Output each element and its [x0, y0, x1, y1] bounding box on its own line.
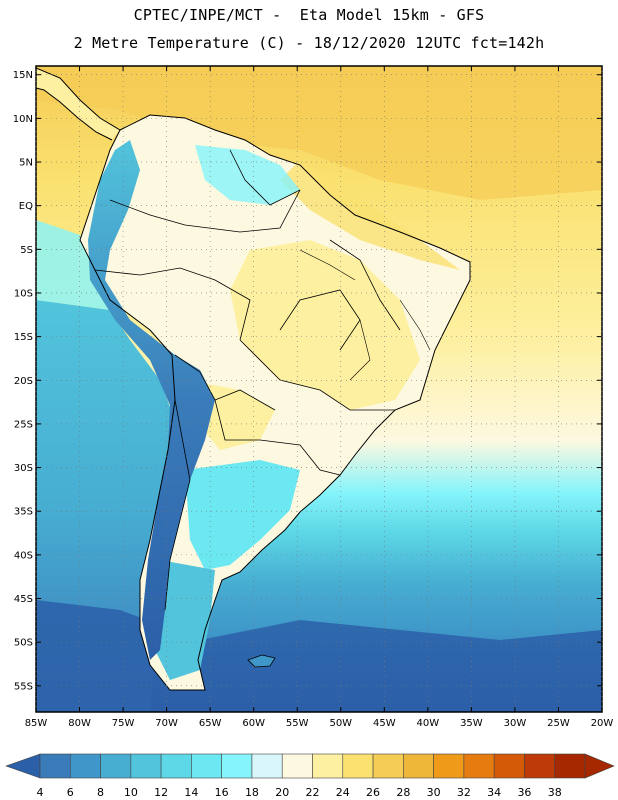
colorbar-swatch — [463, 753, 495, 779]
southern-cone-zone — [185, 460, 300, 570]
lon-tick-label: 50W — [329, 718, 352, 729]
lat-tick-label: 10S — [14, 288, 33, 299]
colorbar-label: 6 — [67, 786, 74, 799]
lat-tick-label: 50S — [14, 638, 33, 649]
lat-tick-label: 25S — [14, 419, 33, 430]
colorbar-swatch — [493, 753, 525, 779]
colorbar-label: 14 — [184, 786, 198, 799]
lon-tick-label: 35W — [460, 718, 483, 729]
south-america-land — [80, 115, 470, 690]
lon-tick-label: 65W — [199, 718, 222, 729]
central-america-land — [36, 68, 120, 140]
colorbar — [5, 753, 615, 779]
lon-tick-label: 85W — [25, 718, 48, 729]
map-title-line1: CPTEC/INPE/MCT - Eta Model 15km - GFS — [133, 6, 485, 24]
colorbar-swatch — [554, 753, 586, 779]
colorbar-label: 30 — [427, 786, 441, 799]
lat-tick-label: 5S — [20, 245, 33, 256]
colorbar-swatch — [403, 753, 434, 779]
pacific-mild-zone — [36, 220, 110, 310]
colorbar-labels: 4 6 8 10 12 14 16 18 20 22 24 26 28 30 32 34 36 38 — [37, 786, 562, 799]
map-title-line2: 2 Metre Temperature (C) - 18/12/2020 12U… — [73, 34, 545, 52]
coastline — [79, 114, 471, 691]
colorbar-swatch — [524, 753, 556, 779]
colorbar-label: 16 — [215, 786, 229, 799]
colorbar-under-arrow — [5, 753, 41, 779]
colorbar-over-arrow — [584, 753, 615, 779]
colorbar-label: 28 — [396, 786, 410, 799]
lat-tick-label: 55S — [14, 681, 33, 692]
colorbar-label: 34 — [487, 786, 501, 799]
tropical-warm-zone — [36, 66, 602, 200]
colorbar-swatch — [281, 753, 313, 779]
colorbar-label: 4 — [37, 786, 44, 799]
lat-tick-label: 5N — [19, 158, 33, 169]
colorbar-label: 22 — [306, 786, 320, 799]
colorbar-label: 26 — [366, 786, 380, 799]
country-borders — [94, 149, 401, 611]
colorbar-swatch — [372, 753, 404, 779]
colorbar-swatch — [433, 753, 465, 779]
lon-tick-label: 30W — [504, 718, 527, 729]
colorbar-swatch — [130, 753, 162, 779]
lat-tick-label: EQ — [19, 201, 33, 212]
colorbar-label: 24 — [336, 786, 350, 799]
colorbar-label: 8 — [97, 786, 104, 799]
colorbar-label: 12 — [154, 786, 168, 799]
lat-tick-label: 15N — [13, 70, 33, 81]
colorbar-swatch — [39, 753, 71, 779]
lat-tick-label: 40S — [14, 550, 33, 561]
lat-tick-label: 20S — [14, 376, 33, 387]
state-borders — [299, 249, 431, 381]
colorbar-swatch — [69, 753, 101, 779]
lat-tick-label: 45S — [14, 594, 33, 605]
lon-tick-label: 80W — [68, 718, 91, 729]
andes-cold-strip — [88, 140, 215, 660]
graticule — [35, 66, 603, 712]
lon-tick-label: 55W — [286, 718, 309, 729]
lat-tick-label: 35S — [14, 507, 33, 518]
latitude-axis: 15N 10N 5N EQ 5S 10S 15S 20S 25S 30S 35S 40S 45S 50S 5… — [13, 70, 33, 692]
lat-tick-label: 10N — [13, 114, 33, 125]
lon-tick-label: 70W — [155, 718, 178, 729]
longitude-axis: 85W 80W 75W 70W 65W 60W 55W 50W 45W 40W 35W 30W 25W 2… — [25, 718, 614, 729]
colorbar-label: 32 — [457, 786, 471, 799]
colorbar-swatch — [221, 753, 253, 779]
colorbar-label: 18 — [245, 786, 259, 799]
northeast-warm-zone — [280, 160, 460, 270]
colorbar-swatch — [100, 753, 132, 779]
colorbar-label: 38 — [548, 786, 562, 799]
lon-tick-label: 60W — [242, 718, 265, 729]
colorbar-label: 36 — [517, 786, 531, 799]
colorbar-label: 10 — [124, 786, 138, 799]
map-frame — [35, 65, 603, 713]
colorbar-swatch — [160, 753, 192, 779]
colorbar-swatch — [251, 753, 283, 779]
lon-tick-label: 75W — [112, 718, 135, 729]
colorbar-swatch — [312, 753, 344, 779]
colorbar-swatch — [342, 753, 374, 779]
colorbar-label: 20 — [275, 786, 289, 799]
lon-tick-label: 20W — [591, 718, 614, 729]
lat-tick-label: 30S — [14, 463, 33, 474]
lon-tick-label: 25W — [547, 718, 570, 729]
map-field — [36, 66, 602, 712]
guiana-cool-zone — [195, 145, 300, 205]
lon-tick-label: 45W — [373, 718, 396, 729]
interior-warm-zone — [230, 240, 420, 410]
falklands-land — [247, 654, 276, 668]
lat-tick-label: 15S — [14, 332, 33, 343]
colorbar-swatch — [191, 753, 222, 779]
lon-tick-label: 40W — [417, 718, 440, 729]
